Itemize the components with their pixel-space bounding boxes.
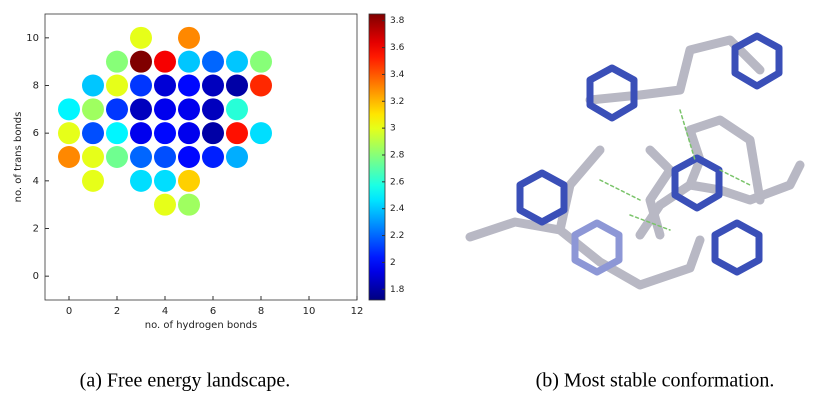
point	[154, 146, 176, 168]
point	[154, 51, 176, 73]
point	[82, 170, 104, 192]
colorbar-tick-label: 3.6	[390, 43, 405, 53]
x-axis-label: no. of hydrogen bonds	[145, 320, 257, 331]
point	[154, 75, 176, 97]
point	[202, 75, 224, 97]
point	[226, 98, 248, 120]
point	[58, 122, 80, 144]
y-axis-label: no. of trans bonds	[13, 112, 24, 203]
point	[154, 170, 176, 192]
molecule-image	[470, 36, 800, 285]
point	[106, 51, 128, 73]
colorbar-tick-label: 3	[390, 124, 396, 134]
point	[130, 75, 152, 97]
colorbar	[369, 14, 385, 300]
point	[130, 27, 152, 49]
point	[106, 146, 128, 168]
caption: (a) Free energy landscape.	[80, 370, 291, 392]
point	[178, 170, 200, 192]
page: (a) Free energy landscape. (b) Most stab…	[0, 0, 827, 402]
point	[178, 122, 200, 144]
point	[250, 122, 272, 144]
point	[106, 75, 128, 97]
point	[178, 146, 200, 168]
point	[82, 98, 104, 120]
colorbar-tick-label: 3.4	[390, 70, 405, 80]
point	[82, 122, 104, 144]
y-tick-label: 6	[33, 128, 39, 139]
point	[202, 122, 224, 144]
point	[202, 98, 224, 120]
point	[202, 146, 224, 168]
x-tick-label: 8	[258, 306, 264, 317]
point	[130, 51, 152, 73]
x-tick-label: 10	[303, 306, 316, 317]
colorbar-tick-label: 3.8	[390, 16, 405, 26]
colorbar-tick-label: 2.2	[390, 231, 404, 241]
point	[250, 51, 272, 73]
caption: (b) Most stable conformation.	[536, 370, 775, 392]
y-tick-label: 0	[33, 271, 39, 282]
point	[154, 194, 176, 216]
x-tick-label: 12	[351, 306, 364, 317]
point	[226, 146, 248, 168]
point	[154, 98, 176, 120]
point	[226, 51, 248, 73]
point	[250, 75, 272, 97]
point	[82, 75, 104, 97]
point	[178, 98, 200, 120]
point	[130, 146, 152, 168]
point	[178, 194, 200, 216]
y-tick-label: 10	[26, 33, 39, 44]
y-tick-label: 8	[33, 81, 39, 92]
x-tick-label: 2	[114, 306, 120, 317]
point	[58, 146, 80, 168]
y-tick-label: 4	[33, 176, 39, 187]
point	[130, 122, 152, 144]
point	[226, 122, 248, 144]
point	[106, 98, 128, 120]
y-tick-label: 2	[33, 224, 39, 235]
figure: (a) Free energy landscape. (b) Most stab…	[0, 0, 827, 402]
point	[106, 122, 128, 144]
x-tick-label: 4	[162, 306, 168, 317]
point	[226, 75, 248, 97]
point	[178, 51, 200, 73]
colorbar-tick-label: 2.6	[390, 177, 405, 187]
point	[178, 27, 200, 49]
colorbar-tick-label: 2	[390, 258, 396, 268]
point	[58, 98, 80, 120]
x-tick-label: 6	[210, 306, 216, 317]
point	[154, 122, 176, 144]
point	[130, 170, 152, 192]
colorbar-tick-label: 3.2	[390, 97, 404, 107]
x-tick-label: 0	[66, 306, 72, 317]
colorbar-tick-label: 2.4	[390, 204, 405, 214]
point	[178, 75, 200, 97]
point	[130, 98, 152, 120]
colorbar-tick-label: 2.8	[390, 150, 405, 160]
colorbar-tick-label: 1.8	[390, 285, 405, 295]
point	[82, 146, 104, 168]
point	[202, 51, 224, 73]
